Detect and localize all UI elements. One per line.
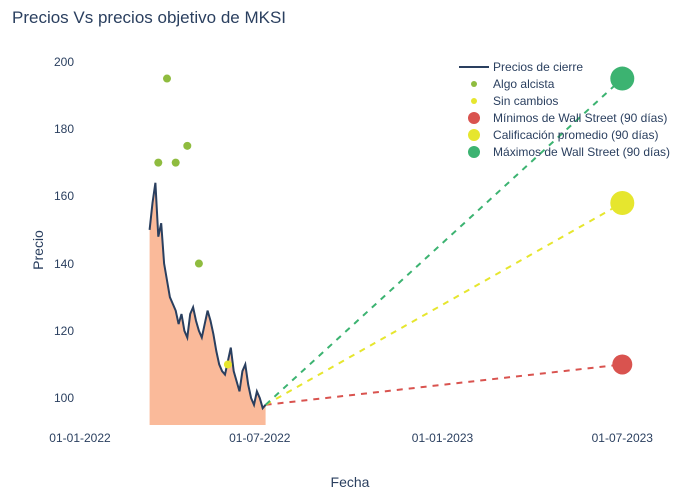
sincambios-point bbox=[224, 360, 232, 368]
legend-sincambios[interactable]: Sin cambios bbox=[459, 94, 670, 108]
legend-label: Mínimos de Wall Street (90 días) bbox=[493, 111, 667, 125]
algo-point bbox=[154, 159, 162, 167]
algo-point bbox=[172, 159, 180, 167]
x-tick: 01-01-2023 bbox=[412, 431, 473, 445]
legend-closing[interactable]: Precios de cierre bbox=[459, 60, 670, 74]
x-axis-label: Fecha bbox=[331, 474, 370, 490]
legend-label: Algo alcista bbox=[493, 77, 554, 91]
y-tick: 120 bbox=[54, 324, 74, 338]
minimos-marker bbox=[612, 354, 632, 374]
y-axis-label: Precio bbox=[30, 230, 46, 270]
legend-label: Máximos de Wall Street (90 días) bbox=[493, 145, 670, 159]
legend-avg[interactable]: Calificación promedio (90 días) bbox=[459, 128, 670, 142]
chart-container: Precios Vs precios objetivo de MKSI Prec… bbox=[0, 0, 700, 500]
legend: Precios de cierre Algo alcista Sin cambi… bbox=[459, 60, 670, 162]
legend-min[interactable]: Mínimos de Wall Street (90 días) bbox=[459, 111, 670, 125]
y-tick: 180 bbox=[54, 122, 74, 136]
x-tick: 01-07-2022 bbox=[229, 431, 290, 445]
legend-label: Calificación promedio (90 días) bbox=[493, 128, 658, 142]
y-tick: 140 bbox=[54, 257, 74, 271]
minimos-line bbox=[266, 364, 623, 404]
legend-label: Sin cambios bbox=[493, 94, 558, 108]
promedio-line bbox=[266, 203, 623, 405]
y-tick: 200 bbox=[54, 55, 74, 69]
chart-title: Precios Vs precios objetivo de MKSI bbox=[12, 8, 286, 28]
algo-point bbox=[195, 260, 203, 268]
y-tick: 160 bbox=[54, 189, 74, 203]
x-tick: 01-01-2022 bbox=[49, 431, 110, 445]
legend-label: Precios de cierre bbox=[493, 60, 583, 74]
legend-max[interactable]: Máximos de Wall Street (90 días) bbox=[459, 145, 670, 159]
y-tick: 100 bbox=[54, 391, 74, 405]
promedio-marker bbox=[610, 191, 634, 215]
legend-algo[interactable]: Algo alcista bbox=[459, 77, 670, 91]
x-tick: 01-07-2023 bbox=[592, 431, 653, 445]
algo-point bbox=[163, 75, 171, 83]
algo-point bbox=[183, 142, 191, 150]
